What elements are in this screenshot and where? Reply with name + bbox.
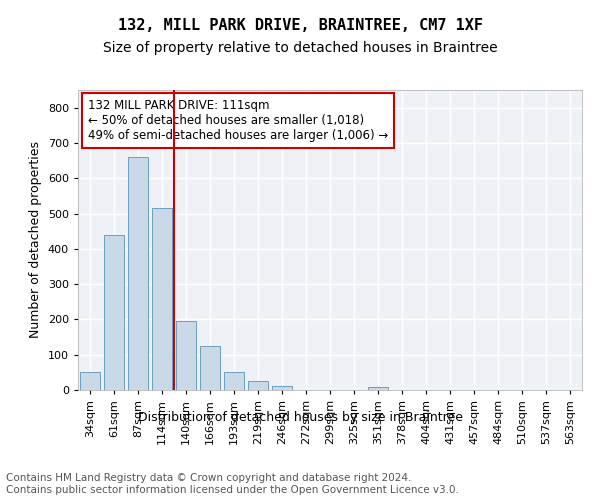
Bar xyxy=(176,321,196,390)
Bar xyxy=(80,372,100,390)
Bar xyxy=(152,208,172,390)
Bar xyxy=(248,381,268,390)
Bar xyxy=(224,372,244,390)
Y-axis label: Number of detached properties: Number of detached properties xyxy=(29,142,42,338)
Bar xyxy=(368,387,388,390)
Text: 132 MILL PARK DRIVE: 111sqm
← 50% of detached houses are smaller (1,018)
49% of : 132 MILL PARK DRIVE: 111sqm ← 50% of det… xyxy=(88,99,388,142)
Text: 132, MILL PARK DRIVE, BRAINTREE, CM7 1XF: 132, MILL PARK DRIVE, BRAINTREE, CM7 1XF xyxy=(118,18,482,32)
Bar xyxy=(200,346,220,390)
Bar xyxy=(128,157,148,390)
Bar xyxy=(104,234,124,390)
Text: Distribution of detached houses by size in Braintree: Distribution of detached houses by size … xyxy=(137,411,463,424)
Text: Contains HM Land Registry data © Crown copyright and database right 2024.
Contai: Contains HM Land Registry data © Crown c… xyxy=(6,474,459,495)
Text: Size of property relative to detached houses in Braintree: Size of property relative to detached ho… xyxy=(103,41,497,55)
Bar xyxy=(272,386,292,390)
